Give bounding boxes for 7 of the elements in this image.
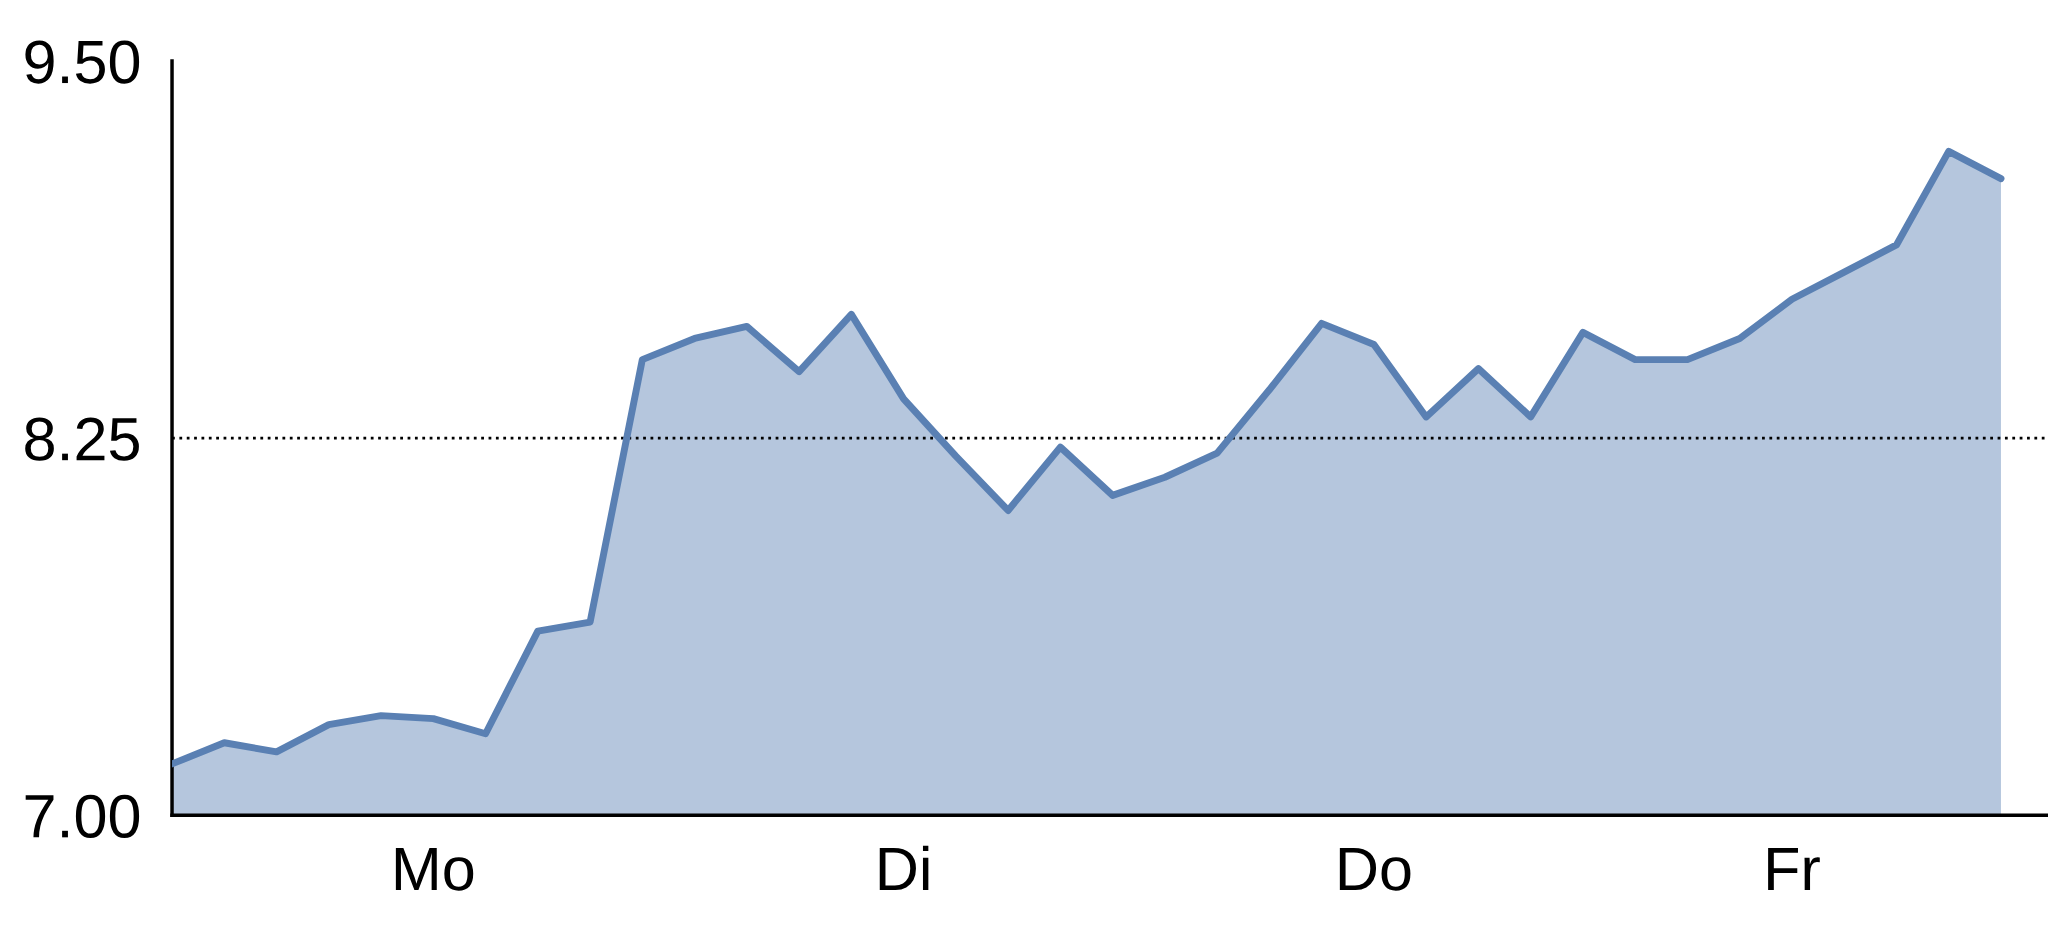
x-tick-label: Di (879, 845, 929, 891)
y-tick-label: 9.50 (25, 40, 140, 84)
y-tick-label: 8.25 (25, 417, 139, 461)
x-tick-label: Do (1339, 847, 1411, 891)
x-tick-label: Mo (395, 847, 474, 891)
x-tick-label: Fr (1768, 847, 1820, 891)
y-tick-label: 7.00 (25, 794, 140, 838)
